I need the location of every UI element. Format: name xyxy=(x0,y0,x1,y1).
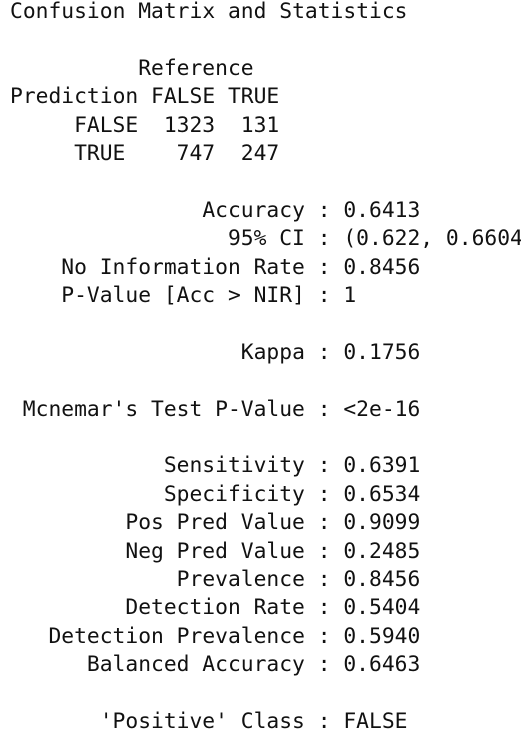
stat-label: 95% CI xyxy=(227,226,305,252)
stat-value: 0.6391 xyxy=(343,453,421,479)
matrix-column-label: TRUE xyxy=(227,84,280,110)
stat-value: 0.9099 xyxy=(343,510,421,536)
stat-label: P-Value [Acc > NIR] xyxy=(61,283,305,308)
matrix-column-label: FALSE xyxy=(151,84,216,110)
stat-label: Balanced Accuracy xyxy=(86,652,305,678)
stat-value: 1 xyxy=(343,283,357,308)
stat-separator: : xyxy=(317,283,331,308)
stat-label: Pos Pred Value xyxy=(125,510,305,536)
stat-value: 0.5404 xyxy=(343,595,421,621)
stat-separator: : xyxy=(317,595,331,621)
stat-value: 0.2485 xyxy=(343,538,421,564)
stat-label: Prevalence xyxy=(176,567,305,592)
stat-label: Detection Prevalence xyxy=(48,623,305,649)
stat-value: FALSE xyxy=(343,709,408,734)
stat-separator: : xyxy=(317,510,331,536)
stat-label: Detection Rate xyxy=(125,595,305,621)
stat-value: 0.1756 xyxy=(343,339,421,365)
stat-value: 0.6463 xyxy=(343,652,421,678)
stat-label: Neg Pred Value xyxy=(125,538,305,564)
stat-separator: : xyxy=(317,453,331,479)
stat-separator: : xyxy=(317,226,331,252)
matrix-cell: 747 xyxy=(176,141,216,166)
stat-separator: : xyxy=(317,481,331,507)
stat-value: 0.8456 xyxy=(343,567,421,592)
stat-separator: : xyxy=(317,339,331,365)
stat-label: Accuracy xyxy=(202,197,305,223)
matrix-cell: 247 xyxy=(240,141,280,166)
stat-label: 'Positive' Class xyxy=(99,709,305,734)
matrix-cell: 131 xyxy=(240,112,280,138)
stat-label: No Information Rate xyxy=(61,254,305,280)
stat-value: 0.8456 xyxy=(343,254,421,280)
matrix-cell: 1323 xyxy=(163,112,216,138)
stat-separator: : xyxy=(317,396,331,422)
matrix-row-label: FALSE xyxy=(74,112,139,138)
stat-label: Kappa xyxy=(240,339,305,365)
stat-label: Sensitivity xyxy=(163,453,305,479)
stat-separator: : xyxy=(317,254,331,280)
row-header: Prediction xyxy=(10,84,139,110)
column-header: Reference xyxy=(138,55,254,81)
stat-value: 0.6413 xyxy=(343,197,421,223)
title: Confusion Matrix and Statistics xyxy=(10,0,408,24)
stat-label: Mcnemar's Test P-Value xyxy=(22,396,305,422)
stat-label: Specificity xyxy=(163,481,305,507)
stat-separator: : xyxy=(317,652,331,678)
stat-value: 0.5940 xyxy=(343,623,421,649)
stat-separator: : xyxy=(317,538,331,564)
stat-separator: : xyxy=(317,709,331,734)
stat-separator: : xyxy=(317,567,331,592)
stat-value: <2e-16 xyxy=(343,396,421,422)
stat-value: 0.6534 xyxy=(343,481,421,507)
matrix-row-label: TRUE xyxy=(74,141,126,166)
stat-value: (0.622, 0.6604) xyxy=(343,226,521,252)
stat-separator: : xyxy=(317,197,331,223)
stat-separator: : xyxy=(317,623,331,649)
